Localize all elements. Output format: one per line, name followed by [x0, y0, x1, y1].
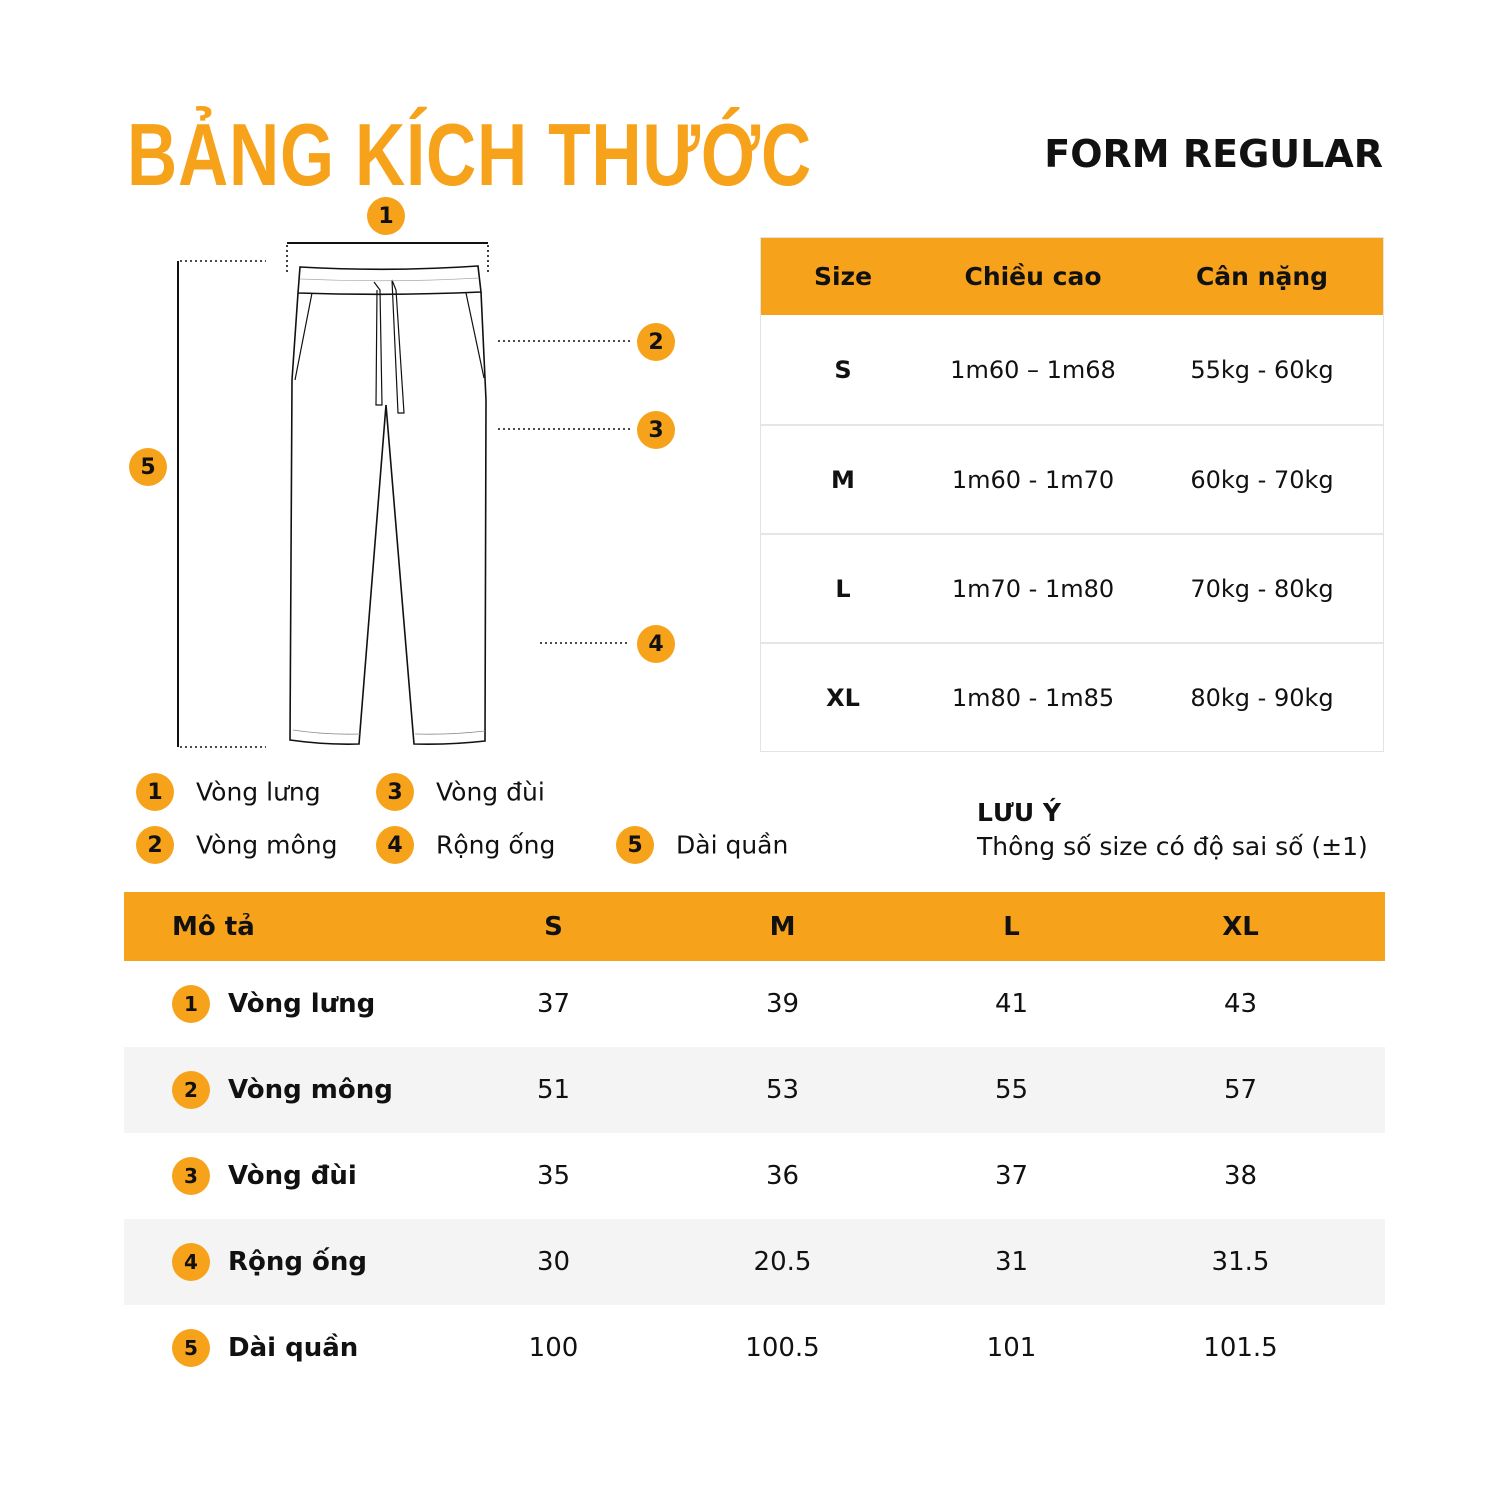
note-text: Thông số size có độ sai số (±1) [977, 832, 1368, 861]
measurement-table: Mô tả S M L XL 1 Vòng lưng 37 39 41 43 2 Vòng m… [124, 892, 1385, 1391]
cell: 100.5 [745, 1333, 820, 1363]
cell: 101.5 [1203, 1333, 1278, 1363]
cell: 1m60 – 1m68 [950, 355, 1116, 384]
cell: 37 [536, 989, 571, 1019]
row-label: Vòng đùi [228, 1161, 357, 1191]
cell: 80kg - 90kg [1190, 683, 1334, 712]
cell: 31 [994, 1247, 1029, 1277]
cell: 35 [536, 1161, 571, 1191]
cell: XL [826, 683, 860, 712]
row-badge: 1 [172, 985, 210, 1023]
cell: 55kg - 60kg [1190, 355, 1334, 384]
cell: 1m70 - 1m80 [951, 574, 1115, 603]
row-label: Vòng mông [228, 1075, 393, 1105]
note-title: LƯU Ý [977, 798, 1061, 827]
cell: 37 [994, 1161, 1029, 1191]
cell: M [831, 465, 855, 494]
row-label-cell: 1 Vòng lưng [124, 985, 439, 1023]
row-badge: 3 [172, 1157, 210, 1195]
row-label: Rộng ống [228, 1247, 368, 1277]
row-label-cell: 3 Vòng đùi [124, 1157, 439, 1195]
badge-5: 5 [129, 448, 167, 486]
pants-diagram [177, 242, 630, 748]
row-badge: 4 [172, 1243, 210, 1281]
cell: 20.5 [753, 1247, 812, 1277]
size-table: Size Chiều cao Cân nặng S 1m60 – 1m68 55… [760, 237, 1384, 752]
cell: 101 [986, 1333, 1037, 1363]
badge-3: 3 [637, 411, 675, 449]
legend-badge: 4 [376, 826, 414, 864]
row-label-cell: 5 Dài quần [124, 1329, 439, 1367]
cell: 31.5 [1211, 1247, 1270, 1277]
cell: 53 [765, 1075, 800, 1105]
legend-label: Dài quần [676, 830, 789, 860]
cell: 39 [765, 989, 800, 1019]
row-label-cell: 2 Vòng mông [124, 1071, 439, 1109]
header-cell: Mô tả [172, 911, 255, 942]
cell: 36 [765, 1161, 800, 1191]
header-cell: S [544, 911, 563, 942]
cell: 38 [1223, 1161, 1258, 1191]
row-badge: 5 [172, 1329, 210, 1367]
legend-badge: 2 [136, 826, 174, 864]
cell: 51 [536, 1075, 571, 1105]
table-row: 1 Vòng lưng 37 39 41 43 [124, 961, 1385, 1047]
cell: 55 [994, 1075, 1029, 1105]
table-row: 4 Rộng ống 30 20.5 31 31.5 [124, 1219, 1385, 1305]
table-row: XL 1m80 - 1m85 80kg - 90kg [761, 642, 1383, 751]
row-label: Vòng lưng [228, 989, 376, 1019]
table-row: 2 Vòng mông 51 53 55 57 [124, 1047, 1385, 1133]
cell: 1m60 - 1m70 [951, 465, 1115, 494]
legend-badge: 5 [616, 826, 654, 864]
table-row: S 1m60 – 1m68 55kg - 60kg [761, 315, 1383, 424]
badge-1: 1 [367, 197, 405, 235]
legend-badge: 1 [136, 773, 174, 811]
cell: L [835, 574, 851, 603]
form-label: FORM REGULAR [1044, 132, 1383, 176]
header-cell: XL [1222, 911, 1259, 942]
table-row: L 1m70 - 1m80 70kg - 80kg [761, 533, 1383, 642]
table-row: 5 Dài quần 100 100.5 101 101.5 [124, 1305, 1385, 1391]
cell: 1m80 - 1m85 [951, 683, 1115, 712]
cell: 41 [994, 989, 1029, 1019]
cell: 70kg - 80kg [1190, 574, 1334, 603]
header-cell: M [769, 911, 796, 942]
cell: 30 [536, 1247, 571, 1277]
size-table-header: Size Chiều cao Cân nặng [761, 238, 1383, 315]
measurement-table-header: Mô tả S M L XL [124, 892, 1385, 961]
row-label: Dài quần [228, 1333, 359, 1363]
table-row: 3 Vòng đùi 35 36 37 38 [124, 1133, 1385, 1219]
header-cell: Chiều cao [964, 262, 1102, 291]
cell: 100 [528, 1333, 579, 1363]
badge-2: 2 [637, 323, 675, 361]
legend-label: Vòng đùi [436, 777, 545, 807]
header-cell: Size [813, 262, 873, 291]
header-cell: L [1003, 911, 1020, 942]
badge-4: 4 [637, 625, 675, 663]
cell: S [834, 355, 852, 384]
table-row: M 1m60 - 1m70 60kg - 70kg [761, 424, 1383, 533]
page-title: BẢNG KÍCH THƯỚC [127, 105, 812, 204]
legend-label: Rộng ống [436, 830, 556, 860]
legend-label: Vòng mông [196, 830, 338, 860]
legend-badge: 3 [376, 773, 414, 811]
cell: 57 [1223, 1075, 1258, 1105]
cell: 60kg - 70kg [1190, 465, 1334, 494]
header-cell: Cân nặng [1195, 262, 1329, 291]
row-badge: 2 [172, 1071, 210, 1109]
row-label-cell: 4 Rộng ống [124, 1243, 439, 1281]
cell: 43 [1223, 989, 1258, 1019]
legend-label: Vòng lưng [196, 777, 321, 807]
